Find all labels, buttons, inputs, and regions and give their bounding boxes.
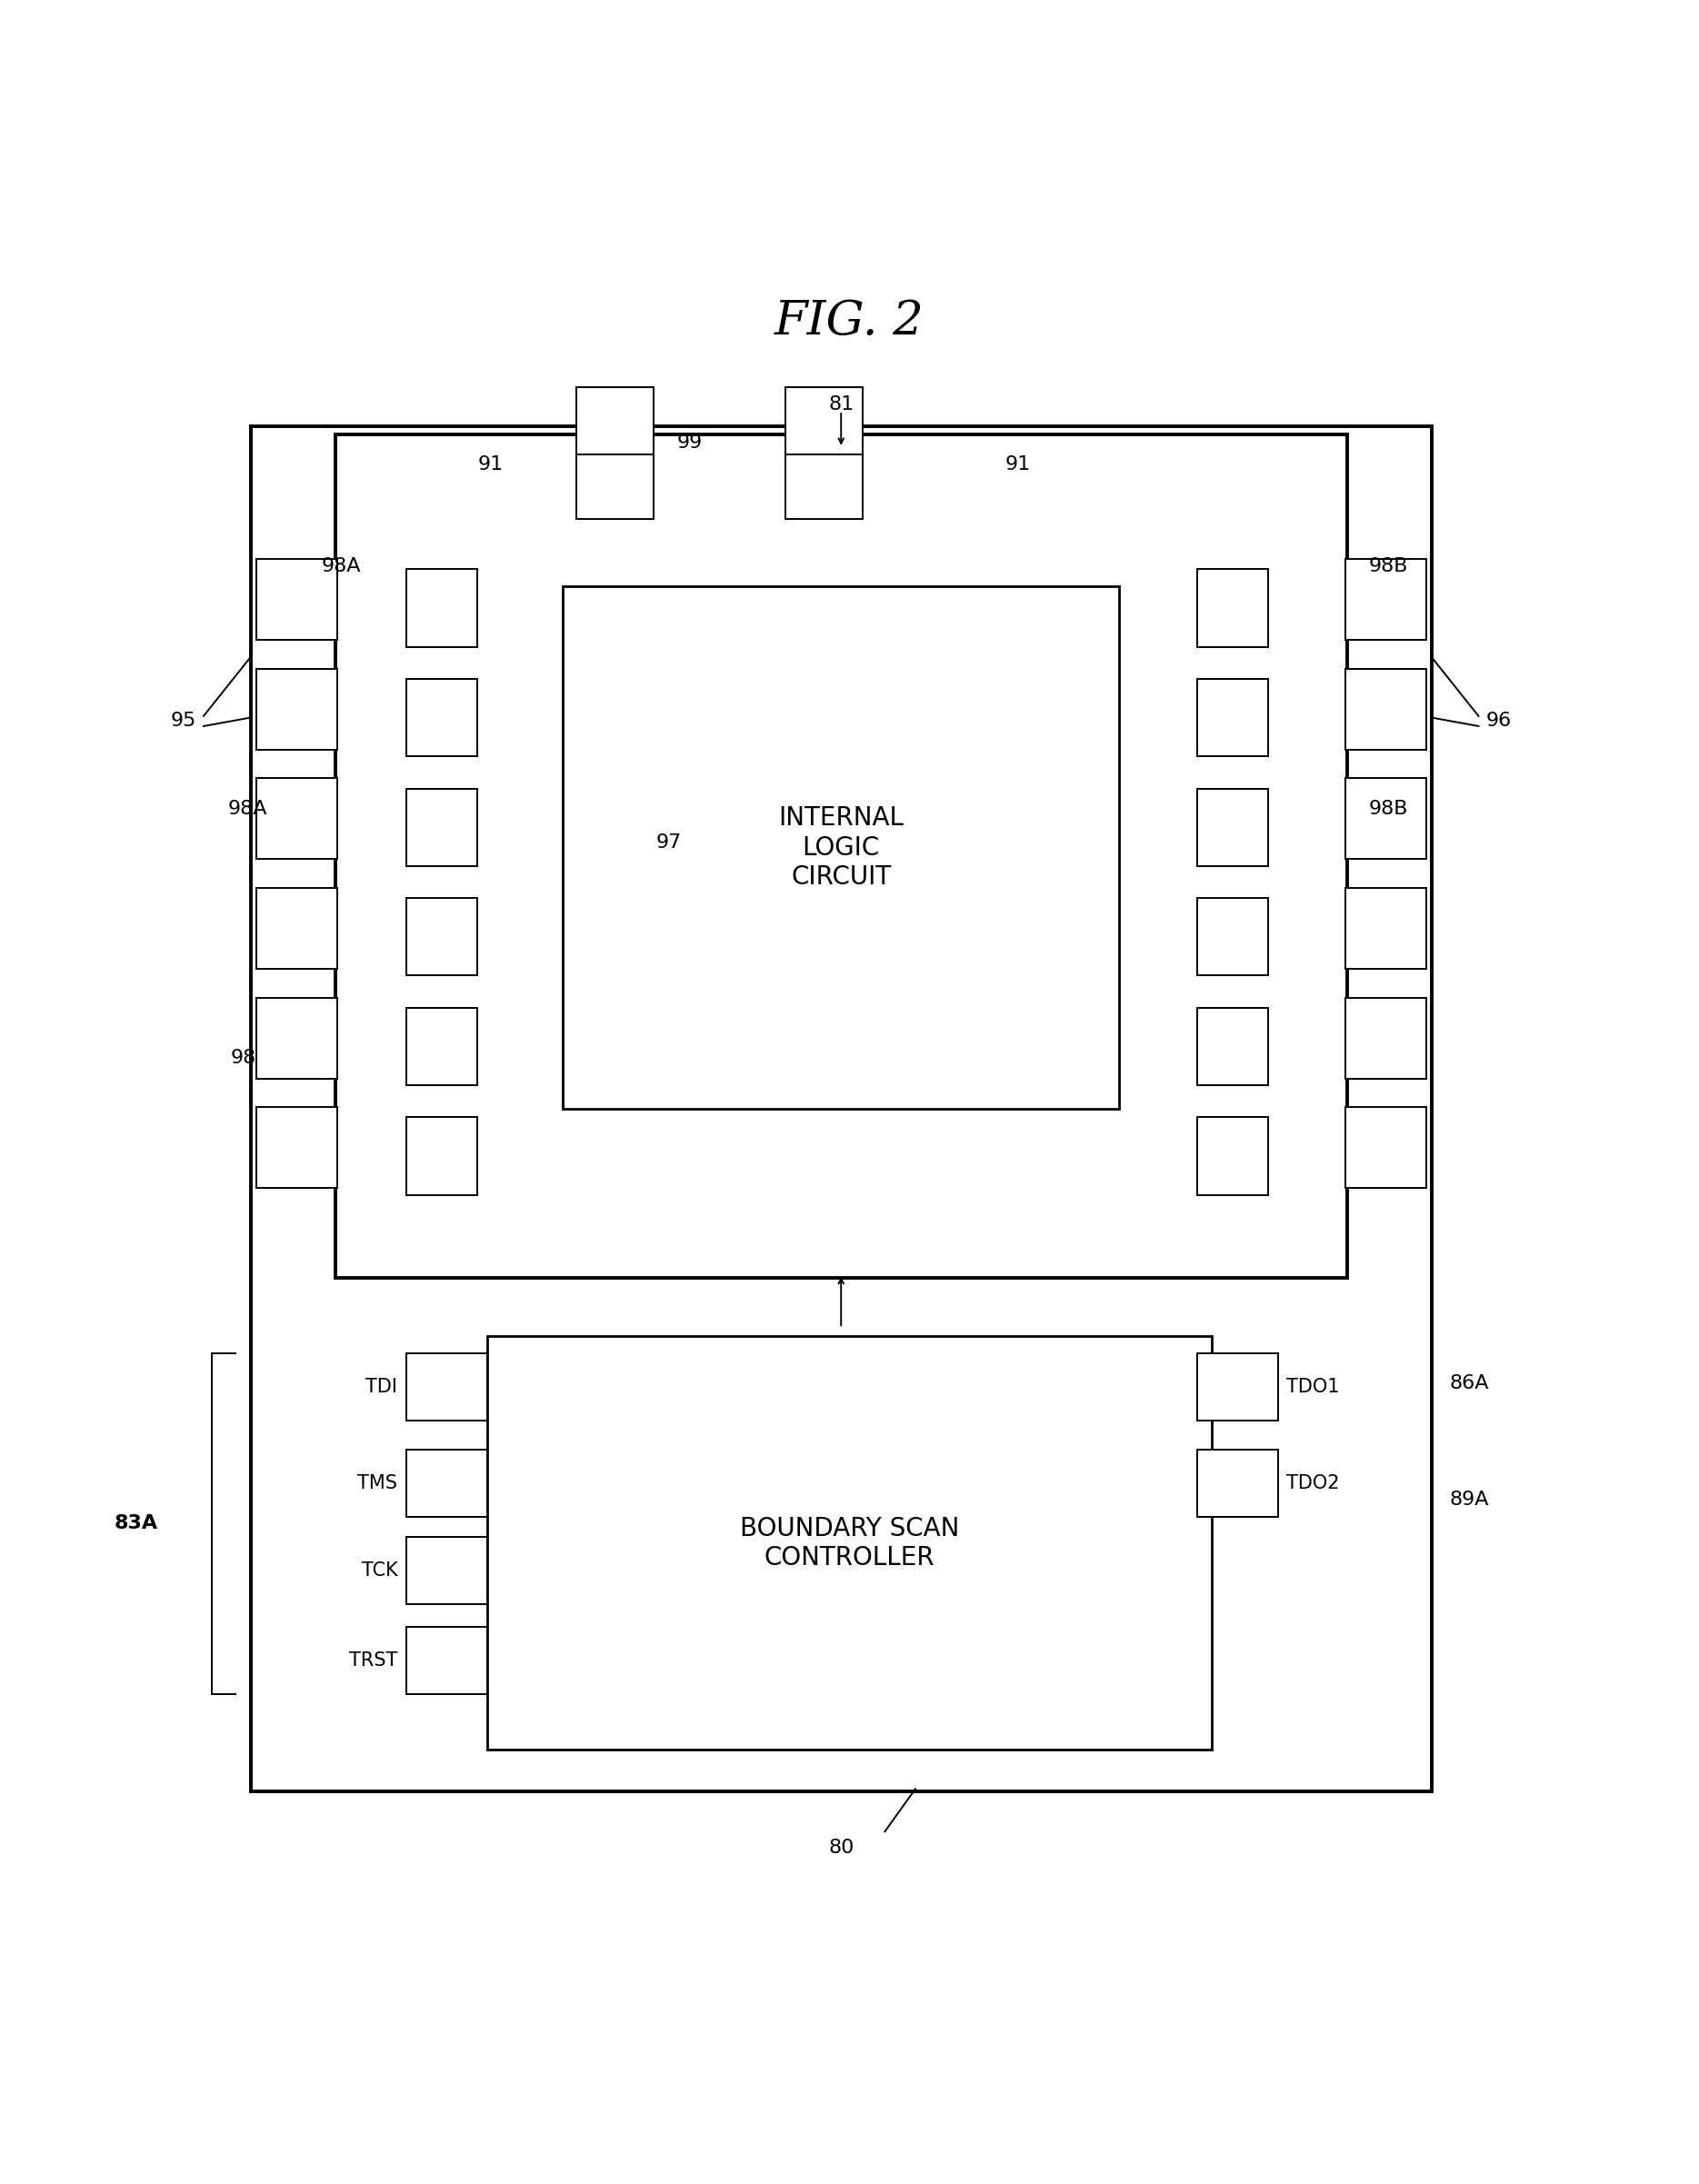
Bar: [1346, 559, 1425, 640]
Bar: [251, 426, 1431, 1791]
Text: 99: 99: [676, 435, 702, 452]
Text: TRST: TRST: [348, 1651, 398, 1669]
Text: BOUNDARY SCAN
CONTROLLER: BOUNDARY SCAN CONTROLLER: [739, 1516, 960, 1570]
Text: 98A: 98A: [228, 799, 268, 817]
Text: 80: 80: [827, 1839, 855, 1856]
Text: INTERNAL
LOGIC
CIRCUIT: INTERNAL LOGIC CIRCUIT: [778, 806, 904, 889]
Bar: [257, 998, 336, 1079]
Bar: [406, 788, 477, 867]
Bar: [257, 889, 336, 970]
Bar: [1346, 1107, 1425, 1188]
Text: 96: 96: [1487, 712, 1512, 729]
Bar: [406, 1538, 488, 1605]
Bar: [335, 435, 1347, 1278]
Text: 91: 91: [1006, 456, 1031, 474]
Bar: [1196, 1450, 1278, 1518]
Bar: [1346, 778, 1425, 858]
Text: 98B: 98B: [1369, 799, 1408, 817]
Bar: [785, 454, 863, 520]
Text: 86A: 86A: [1449, 1374, 1490, 1393]
Bar: [406, 898, 477, 976]
Bar: [257, 778, 336, 858]
Bar: [257, 559, 336, 640]
Text: FIG. 2: FIG. 2: [775, 299, 924, 345]
Text: TDO2: TDO2: [1286, 1474, 1339, 1492]
Bar: [1346, 668, 1425, 749]
Text: 91: 91: [477, 456, 503, 474]
Bar: [406, 1450, 488, 1518]
Bar: [576, 387, 654, 454]
Bar: [1196, 1118, 1267, 1195]
Bar: [1196, 570, 1267, 646]
Bar: [406, 570, 477, 646]
Text: TDO1: TDO1: [1286, 1378, 1339, 1396]
Bar: [406, 679, 477, 756]
Bar: [562, 585, 1120, 1109]
Bar: [1196, 898, 1267, 976]
Bar: [576, 454, 654, 520]
Bar: [406, 1118, 477, 1195]
Bar: [1346, 998, 1425, 1079]
Text: 81: 81: [827, 395, 855, 413]
Bar: [1196, 1354, 1278, 1422]
Bar: [1196, 788, 1267, 867]
Text: 97: 97: [656, 834, 681, 852]
Bar: [406, 1354, 488, 1422]
Text: 98: 98: [231, 1048, 257, 1068]
Bar: [1346, 889, 1425, 970]
Text: 89A: 89A: [1449, 1492, 1490, 1509]
Text: 83A: 83A: [114, 1514, 158, 1533]
Text: 98B: 98B: [1369, 557, 1408, 574]
Text: 95: 95: [170, 712, 197, 729]
Text: TMS: TMS: [357, 1474, 398, 1492]
Text: TDI: TDI: [365, 1378, 398, 1396]
Bar: [406, 1627, 488, 1695]
Bar: [488, 1337, 1211, 1749]
Text: TCK: TCK: [362, 1562, 398, 1579]
Bar: [257, 668, 336, 749]
Bar: [257, 1107, 336, 1188]
Bar: [406, 1007, 477, 1085]
Bar: [1196, 679, 1267, 756]
Bar: [1196, 1007, 1267, 1085]
Bar: [785, 387, 863, 454]
Text: 98A: 98A: [321, 557, 362, 574]
